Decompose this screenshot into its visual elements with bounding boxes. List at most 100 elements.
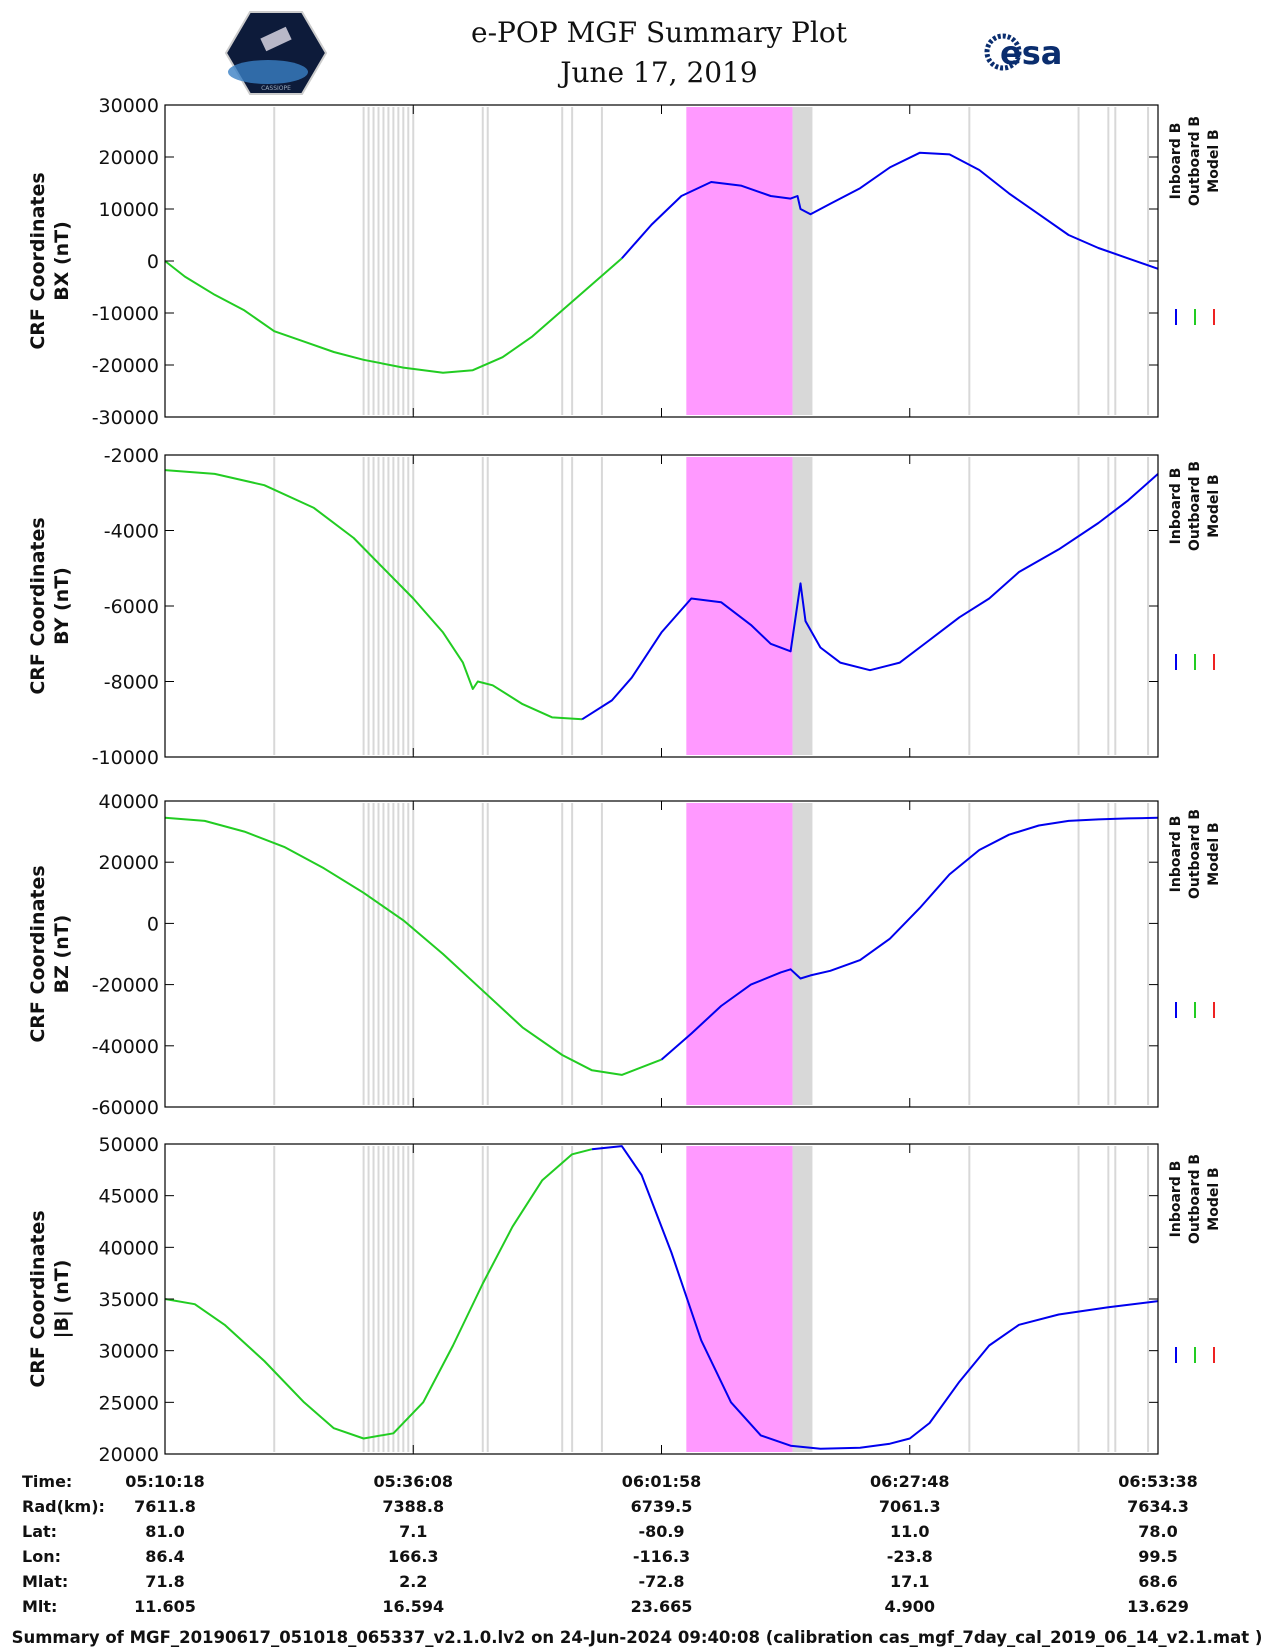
ephemeris-value: 78.0 xyxy=(1138,1522,1177,1541)
legend-label: Outboard B xyxy=(1187,461,1203,551)
y-tick-label: 35000 xyxy=(99,1289,159,1311)
legend-label: Outboard B xyxy=(1187,1154,1203,1244)
chart-panel-4: 20000 25000 30000 35000 40000 45000 50000 CRF C… xyxy=(27,1134,1222,1466)
series-line-inboard-b xyxy=(621,151,1159,270)
y-axis-label-line2: BX (nT) xyxy=(51,221,73,301)
legend-label: Model B xyxy=(1206,822,1222,885)
legend-label: Inboard B xyxy=(1168,816,1184,893)
highlight-band xyxy=(686,803,793,1105)
series-line-outboard-b xyxy=(164,816,662,1076)
ephemeris-row-label: Mlat: xyxy=(22,1572,68,1591)
gray-band xyxy=(792,1146,813,1452)
chart-panel-1: -30000 -20000 -10000 0 10000 20000 30000 CRF Co… xyxy=(27,95,1222,429)
y-tick-label: -10000 xyxy=(92,747,159,769)
ephemeris-table: Time: Rad(km): Lat: Lon: Mlat: Mlt: 05:10:18 76… xyxy=(22,1472,1198,1616)
y-tick-label: 45000 xyxy=(99,1186,159,1208)
series-line-inboard-b xyxy=(581,473,1159,721)
ephemeris-value: -80.9 xyxy=(638,1522,684,1541)
legend-label: Inboard B xyxy=(1168,1161,1184,1238)
legend-label: Model B xyxy=(1206,129,1222,192)
series-line-inboard-b xyxy=(660,816,1159,1061)
ephemeris-value: 7611.8 xyxy=(134,1497,196,1516)
ephemeris-value: 86.4 xyxy=(145,1547,184,1566)
ephemeris-value: 7.1 xyxy=(399,1522,427,1541)
y-tick-label: 40000 xyxy=(99,1237,159,1259)
footer-summary: Summary of MGF_20190617_051018_065337_v2… xyxy=(12,1628,1263,1647)
ephemeris-row-label: Time: xyxy=(22,1472,72,1491)
legend-label: Inboard B xyxy=(1168,123,1184,200)
series-line-outboard-b xyxy=(164,1148,593,1440)
y-axis-label-line1: CRF Coordinates xyxy=(27,517,49,694)
ephemeris-value: 05:36:08 xyxy=(373,1472,453,1491)
ephemeris-row-label: Rad(km): xyxy=(22,1497,105,1516)
highlight-band xyxy=(686,107,793,415)
series-line-outboard-b xyxy=(164,257,623,374)
y-tick-label: -8000 xyxy=(104,672,159,694)
ephemeris-value: 6739.5 xyxy=(631,1497,693,1516)
axes-frame xyxy=(164,800,1159,1108)
gray-band xyxy=(792,107,813,415)
y-tick-label: 20000 xyxy=(99,1444,159,1466)
y-tick-label: -40000 xyxy=(92,1036,159,1058)
ephemeris-value: 166.3 xyxy=(388,1547,439,1566)
y-tick-label: 30000 xyxy=(99,1341,159,1363)
ephemeris-value: 11.0 xyxy=(890,1522,929,1541)
y-tick-label: -20000 xyxy=(92,975,159,997)
chart-panel-2: -10000 -8000 -6000 -4000 -2000 CRF Coordinate… xyxy=(27,445,1222,769)
y-axis-label-line1: CRF Coordinates xyxy=(27,865,49,1042)
y-tick-label: 10000 xyxy=(99,199,159,221)
y-tick-label: 30000 xyxy=(99,95,159,117)
ephemeris-value: 4.900 xyxy=(884,1597,935,1616)
y-tick-label: 0 xyxy=(147,913,159,935)
ephemeris-value: 06:27:48 xyxy=(870,1472,950,1491)
y-tick-label: 20000 xyxy=(99,852,159,874)
y-tick-label: 0 xyxy=(147,251,159,273)
axes-frame xyxy=(164,1143,1159,1455)
ephemeris-value: 81.0 xyxy=(145,1522,184,1541)
ephemeris-value: 2.2 xyxy=(399,1572,427,1591)
y-tick-label: -10000 xyxy=(92,303,159,325)
y-tick-label: -20000 xyxy=(92,355,159,377)
y-tick-label: -6000 xyxy=(104,596,159,618)
ephemeris-value: -72.8 xyxy=(638,1572,684,1591)
plot-date: June 17, 2019 xyxy=(557,56,757,89)
legend-label: Model B xyxy=(1206,1167,1222,1230)
legend-label: Outboard B xyxy=(1187,116,1203,206)
cassiope-logo-text: CASSIOPE xyxy=(261,85,291,92)
ephemeris-value: 06:01:58 xyxy=(622,1472,702,1491)
ephemeris-value: 13.629 xyxy=(1127,1597,1189,1616)
highlight-band xyxy=(686,1146,793,1452)
ephemeris-row-label: Lat: xyxy=(22,1522,57,1541)
ephemeris-value: 99.5 xyxy=(1138,1547,1177,1566)
y-tick-label: -4000 xyxy=(104,521,159,543)
y-axis-label-line2: BZ (nT) xyxy=(51,915,73,994)
ephemeris-value: 17.1 xyxy=(890,1572,929,1591)
axes-frame xyxy=(164,104,1159,418)
ephemeris-value: 7061.3 xyxy=(879,1497,941,1516)
legend-label: Inboard B xyxy=(1168,468,1184,545)
ephemeris-value: 23.665 xyxy=(631,1597,693,1616)
ephemeris-value: 05:10:18 xyxy=(125,1472,205,1491)
y-axis-label-line1: CRF Coordinates xyxy=(27,172,49,349)
ephemeris-value: -23.8 xyxy=(887,1547,933,1566)
y-tick-label: -60000 xyxy=(92,1097,159,1119)
y-axis-label-line2: BY (nT) xyxy=(51,567,73,645)
esa-logo-text: esa xyxy=(1000,34,1062,72)
y-tick-label: -30000 xyxy=(92,407,159,429)
y-tick-label: 50000 xyxy=(99,1134,159,1156)
ephemeris-row-label: Mlt: xyxy=(22,1597,57,1616)
y-tick-label: 40000 xyxy=(99,791,159,813)
y-axis-label-line2: |B| (nT) xyxy=(51,1260,73,1339)
y-axis-label-line1: CRF Coordinates xyxy=(27,1210,49,1387)
y-tick-label: 20000 xyxy=(99,147,159,169)
highlight-band xyxy=(686,457,793,755)
chart-panel-3: -60000 -40000 -20000 0 20000 40000 CRF Coordin… xyxy=(27,791,1222,1119)
ephemeris-value: 11.605 xyxy=(134,1597,196,1616)
ephemeris-value: 68.6 xyxy=(1138,1572,1177,1591)
ephemeris-value: 7388.8 xyxy=(382,1497,444,1516)
axes-frame xyxy=(164,454,1159,758)
ephemeris-value: 7634.3 xyxy=(1127,1497,1189,1516)
y-tick-label: 25000 xyxy=(99,1392,159,1414)
ephemeris-row-label: Lon: xyxy=(22,1547,61,1566)
